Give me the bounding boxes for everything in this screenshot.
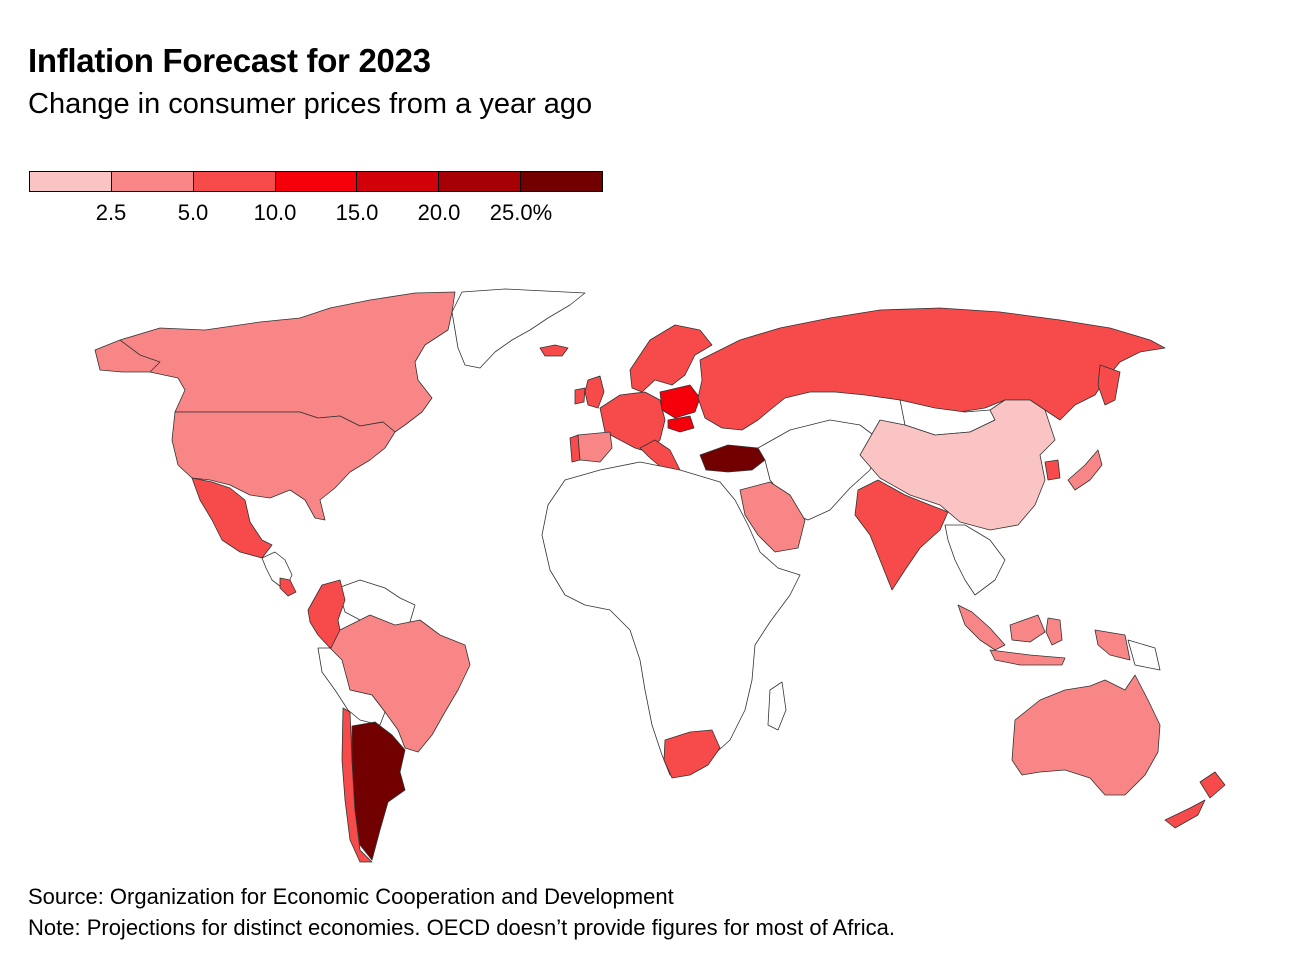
region-indonesia <box>1094 629 1131 661</box>
region-costa-rica <box>279 577 297 597</box>
region-iceland <box>539 344 569 357</box>
legend-label: 25.0% <box>489 200 553 225</box>
region-bolivia-and-peru <box>317 647 386 726</box>
region-scandinavia <box>629 324 713 393</box>
legend-swatch <box>111 172 194 191</box>
legend-label: 20.0 <box>417 200 461 225</box>
region-western-europe <box>574 387 586 405</box>
legend-swatch <box>30 172 112 191</box>
region-united-states <box>94 339 161 373</box>
region-new-zealand <box>1164 799 1206 829</box>
chart-title: Inflation Forecast for 2023 <box>28 42 431 79</box>
region-greenland <box>451 288 586 369</box>
legend-label: 10.0 <box>253 200 297 225</box>
region-mexico <box>191 477 273 559</box>
legend-label: 15.0 <box>335 200 379 225</box>
region-new-zealand <box>1199 771 1226 799</box>
region-united-states <box>171 411 396 521</box>
region-indonesia <box>1009 614 1046 643</box>
region-south-africa <box>663 729 721 779</box>
region-australia <box>1011 674 1161 796</box>
region-saudi-arabia <box>739 481 806 553</box>
region-russia <box>1097 364 1121 406</box>
legend-swatch <box>521 172 603 191</box>
region-indonesia <box>1045 617 1063 646</box>
world-map <box>94 288 1226 863</box>
source-note: Source: Organization for Economic Cooper… <box>28 884 674 909</box>
region-canada <box>101 291 456 433</box>
legend-swatch <box>357 172 440 191</box>
region-western-europe <box>599 391 666 453</box>
footnote: Note: Projections for distinct economies… <box>28 915 895 940</box>
region-indonesia <box>957 604 1006 651</box>
region-japan <box>1067 449 1103 491</box>
region-south-korea <box>1044 459 1061 481</box>
region-united-kingdom <box>584 375 605 409</box>
region-southeast-asia <box>944 524 1006 596</box>
region-indonesia <box>989 649 1066 666</box>
region-papua-new-guinea <box>1127 639 1161 671</box>
region-africa <box>541 461 801 776</box>
legend-label: 2.5 <box>95 200 127 225</box>
legend-swatch <box>439 172 522 191</box>
region-chile <box>341 707 373 863</box>
legend-swatch <box>193 172 276 191</box>
chart-subtitle: Change in consumer prices from a year ag… <box>28 88 593 120</box>
region-china <box>859 399 1056 531</box>
legend-label: 5.0 <box>177 200 209 225</box>
color-legend <box>29 171 603 192</box>
region-poland <box>659 384 701 419</box>
region-turkey <box>699 444 766 473</box>
region-hungary <box>667 415 695 433</box>
legend-swatch <box>275 172 358 191</box>
region-india <box>854 479 949 591</box>
region-africa <box>767 681 787 731</box>
region-spain <box>577 431 613 463</box>
region-argentina <box>351 721 406 861</box>
